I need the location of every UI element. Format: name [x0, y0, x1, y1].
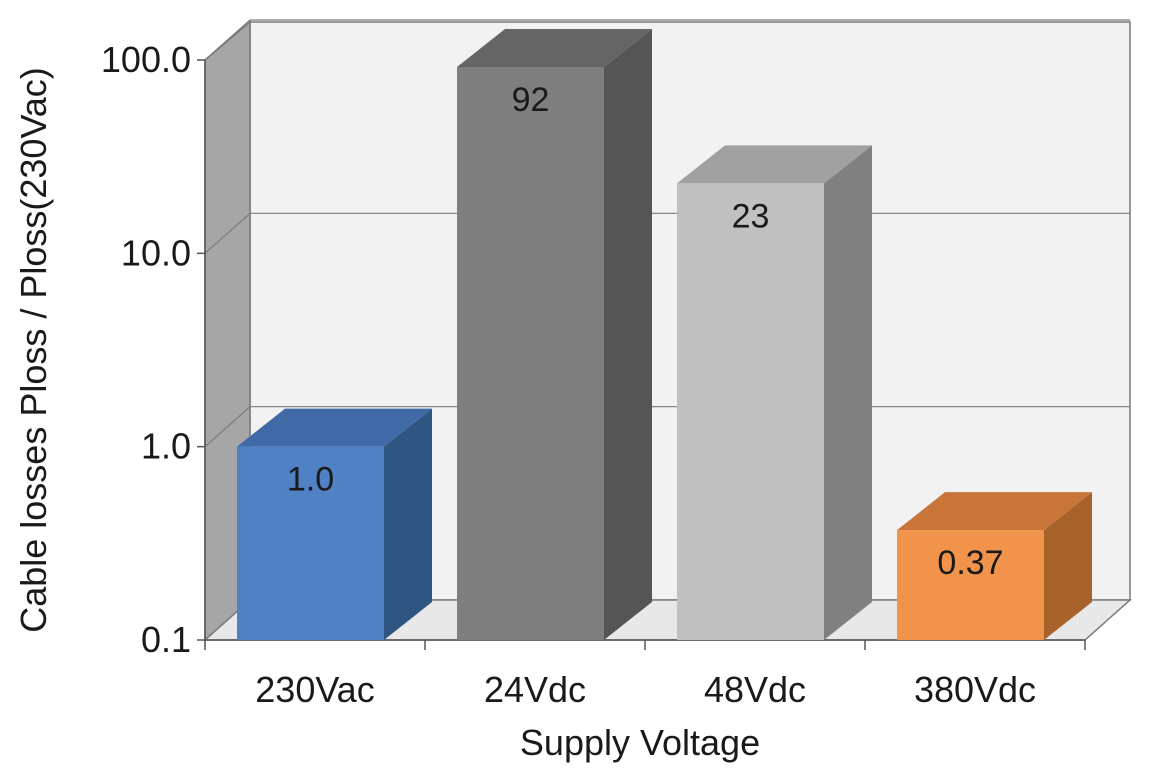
bar-front-face	[457, 67, 604, 640]
bars: 1.0 92 23 0.37	[237, 29, 1092, 640]
bar-front-face	[677, 183, 824, 640]
side-gridline	[204, 19, 251, 61]
side-gridline	[204, 212, 251, 254]
x-tick-label: 230Vac	[255, 669, 374, 710]
bar-top-face	[237, 408, 432, 447]
x-tick-label: 380Vdc	[914, 669, 1036, 710]
bar-24vdc: 92	[457, 29, 652, 640]
data-label: 1.0	[287, 461, 334, 499]
bar-48vdc: 23	[677, 145, 872, 640]
bar-top-face	[677, 145, 872, 184]
y-tick-labels: 0.1 1.0 10.0 100.0	[101, 39, 191, 660]
y-tick-label: 100.0	[101, 39, 191, 80]
side-gridline	[204, 406, 251, 448]
bar-top-face	[457, 29, 652, 68]
data-label: 23	[732, 197, 770, 235]
x-tick-label: 24Vdc	[484, 669, 586, 710]
bar-side-face	[604, 29, 652, 640]
y-tick-label: 1.0	[141, 426, 191, 467]
x-tick-label: 48Vdc	[704, 669, 806, 710]
bar-side-face	[384, 408, 432, 640]
bar-front-face	[897, 530, 1044, 640]
bar-side-face	[1044, 492, 1092, 640]
bar-230vac: 1.0	[237, 408, 432, 640]
bar-front-face	[237, 446, 384, 640]
bar-380vdc: 0.37	[897, 492, 1092, 640]
bar-side-face	[824, 145, 872, 640]
x-tick-labels: 230Vac 24Vdc 48Vdc 380Vdc	[255, 669, 1036, 710]
data-label: 0.37	[937, 544, 1003, 582]
data-label: 92	[512, 81, 550, 119]
y-tick-label: 0.1	[141, 619, 191, 660]
y-axis-title: Cable losses Ploss / Ploss(230Vac)	[13, 67, 54, 633]
bar-top-face	[897, 492, 1092, 531]
x-axis-title: Supply Voltage	[520, 722, 760, 763]
y-tick-label: 10.0	[121, 232, 191, 273]
